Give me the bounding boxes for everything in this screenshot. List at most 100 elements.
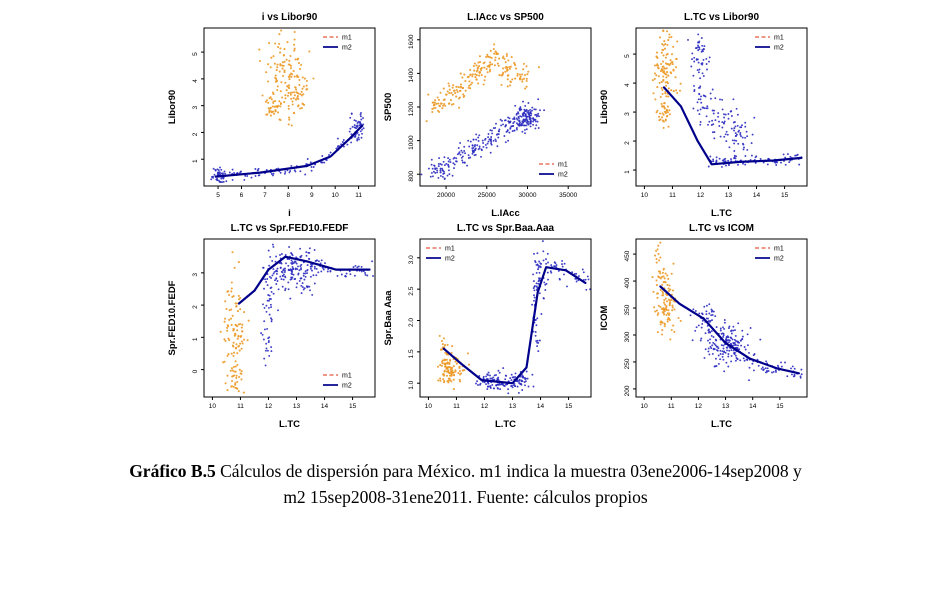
svg-text:12: 12 <box>695 403 703 410</box>
svg-text:L.TC vs Spr.FED10.FEDF: L.TC vs Spr.FED10.FEDF <box>231 223 349 234</box>
svg-text:30000: 30000 <box>518 192 536 199</box>
svg-text:m2: m2 <box>774 256 784 263</box>
svg-text:15: 15 <box>349 403 357 410</box>
svg-text:14: 14 <box>749 403 757 410</box>
svg-text:L.TC: L.TC <box>711 419 732 430</box>
svg-text:15: 15 <box>781 192 789 199</box>
svg-text:3: 3 <box>192 105 199 109</box>
svg-text:i vs Libor90: i vs Libor90 <box>262 12 318 23</box>
svg-text:L.TC vs ICOM: L.TC vs ICOM <box>689 223 754 234</box>
svg-text:15: 15 <box>565 403 573 410</box>
svg-text:250: 250 <box>624 358 631 369</box>
plot-svg-1: 20000 25000 30000 35000 800 1000 1200 1400 1600 L… <box>383 12 592 219</box>
svg-text:4: 4 <box>192 79 199 83</box>
svg-text:13: 13 <box>293 403 301 410</box>
svg-text:1: 1 <box>624 170 631 174</box>
svg-text:2: 2 <box>192 132 199 136</box>
svg-text:Spr.FED10.FEDF: Spr.FED10.FEDF <box>167 280 178 355</box>
svg-text:SP500: SP500 <box>383 93 394 122</box>
svg-text:12: 12 <box>697 192 705 199</box>
svg-text:35000: 35000 <box>559 192 577 199</box>
scatter-chart-ltc-vs-icom: 10 11 12 13 14 15 200 250 300 350 400 450 L.TC vs IC… <box>598 219 814 430</box>
caption-line-2: m2 15sep2008-31ene2011. Fuente: cálculos… <box>283 487 648 508</box>
svg-text:25000: 25000 <box>478 192 496 199</box>
svg-text:1: 1 <box>192 337 199 341</box>
svg-text:400: 400 <box>624 277 631 288</box>
svg-text:L.TC vs Libor90: L.TC vs Libor90 <box>684 12 759 23</box>
svg-text:5: 5 <box>216 192 220 199</box>
svg-text:3: 3 <box>192 273 199 277</box>
scatter-chart-ltc-vs-libor90: 10 11 12 13 14 15 1 2 3 4 5 L.TC vs Libor90 L.TC Libo… <box>598 8 814 219</box>
svg-text:ICOM: ICOM <box>599 306 610 331</box>
svg-text:3: 3 <box>624 112 631 116</box>
svg-text:11: 11 <box>355 192 362 199</box>
svg-text:2: 2 <box>624 141 631 145</box>
svg-text:1200: 1200 <box>408 101 415 116</box>
caption-line-1: Gráfico B.5 Cálculos de dispersión para … <box>0 458 931 484</box>
svg-text:4: 4 <box>624 83 631 87</box>
svg-text:i: i <box>288 208 291 219</box>
svg-text:5: 5 <box>624 54 631 58</box>
svg-text:11: 11 <box>668 403 675 410</box>
svg-text:10: 10 <box>332 192 340 199</box>
svg-text:L.TC: L.TC <box>495 419 516 430</box>
svg-text:300: 300 <box>624 331 631 342</box>
svg-text:L.TC vs Spr.Baa.Aaa: L.TC vs Spr.Baa.Aaa <box>457 223 555 234</box>
svg-text:L.TC: L.TC <box>279 419 300 430</box>
svg-text:m1: m1 <box>774 35 784 42</box>
svg-text:L.TC: L.TC <box>711 208 732 219</box>
scatter-chart-ltc-vs-sprbaaaaa: 10 11 12 13 14 15 1.0 1.5 2.0 2.5 3.0 L.TC vs Spr.B… <box>382 219 598 430</box>
svg-text:m2: m2 <box>558 172 568 179</box>
scatter-chart-liacc-vs-sp500: 20000 25000 30000 35000 800 1000 1200 1400 1600 L… <box>382 8 598 219</box>
caption-text: Cálculos de dispersión para México. m1 i… <box>215 461 802 481</box>
svg-text:10: 10 <box>425 403 433 410</box>
svg-text:8: 8 <box>287 192 291 199</box>
svg-text:14: 14 <box>537 403 545 410</box>
svg-text:1600: 1600 <box>408 34 415 49</box>
svg-text:m1: m1 <box>774 246 784 253</box>
svg-text:m1: m1 <box>342 35 352 42</box>
svg-text:200: 200 <box>624 385 631 396</box>
caption-label: Gráfico B.5 <box>129 461 216 481</box>
svg-text:10: 10 <box>641 192 649 199</box>
svg-text:14: 14 <box>753 192 761 199</box>
svg-text:10: 10 <box>641 403 649 410</box>
svg-text:7: 7 <box>263 192 267 199</box>
svg-text:13: 13 <box>722 403 730 410</box>
plot-svg-5: 10 11 12 13 14 15 200 250 300 350 400 450 L.TC vs IC… <box>599 223 808 430</box>
svg-text:1: 1 <box>192 159 199 163</box>
svg-text:20000: 20000 <box>437 192 455 199</box>
svg-text:m1: m1 <box>558 162 568 169</box>
svg-text:L.IAcc vs SP500: L.IAcc vs SP500 <box>467 12 544 23</box>
svg-text:11: 11 <box>453 403 460 410</box>
figure-grid: 5 6 7 8 9 10 11 1 2 3 4 5 i vs Libor90 i Libor90 m1 m2 2… <box>166 8 814 430</box>
scatter-chart-i-vs-libor90: 5 6 7 8 9 10 11 1 2 3 4 5 i vs Libor90 i Libor90 m1 m2 <box>166 8 382 219</box>
svg-text:11: 11 <box>237 403 244 410</box>
svg-text:800: 800 <box>408 170 415 181</box>
svg-text:450: 450 <box>624 250 631 261</box>
svg-text:m1: m1 <box>342 373 352 380</box>
svg-text:Libor90: Libor90 <box>599 90 610 124</box>
svg-text:10: 10 <box>209 403 217 410</box>
svg-text:3.0: 3.0 <box>408 255 415 264</box>
svg-text:9: 9 <box>310 192 314 199</box>
svg-text:m2: m2 <box>342 45 352 52</box>
svg-text:m2: m2 <box>774 45 784 52</box>
svg-text:12: 12 <box>481 403 489 410</box>
plot-svg-4: 10 11 12 13 14 15 1.0 1.5 2.0 2.5 3.0 L.TC vs Spr.B… <box>383 223 592 430</box>
svg-text:1000: 1000 <box>408 135 415 150</box>
svg-text:6: 6 <box>240 192 244 199</box>
svg-text:m1: m1 <box>445 246 455 253</box>
svg-text:5: 5 <box>192 52 199 56</box>
svg-text:2.0: 2.0 <box>408 318 415 327</box>
svg-text:Spr.Baa Aaa: Spr.Baa Aaa <box>383 290 394 346</box>
svg-text:11: 11 <box>669 192 676 199</box>
svg-text:0: 0 <box>192 369 199 373</box>
svg-text:1.0: 1.0 <box>408 380 415 389</box>
svg-text:Libor90: Libor90 <box>167 90 178 124</box>
svg-text:14: 14 <box>321 403 329 410</box>
